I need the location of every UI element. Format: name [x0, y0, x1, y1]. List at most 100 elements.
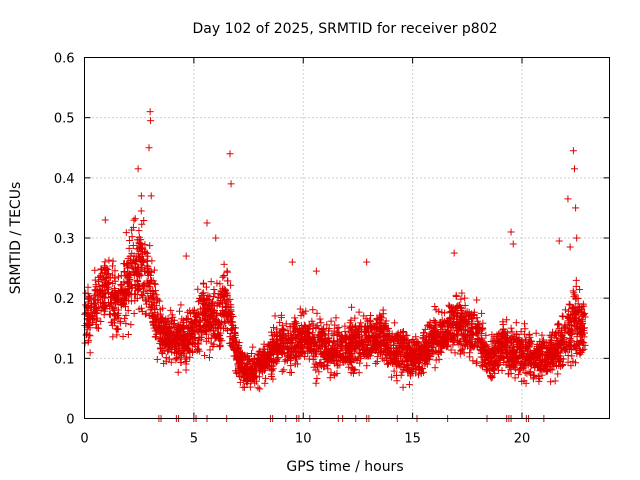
data-point — [286, 368, 294, 376]
data-point — [138, 220, 146, 228]
data-point — [348, 303, 356, 311]
data-point — [185, 347, 193, 355]
data-point — [105, 256, 113, 264]
data-point — [142, 248, 150, 256]
data-point — [566, 243, 574, 251]
data-point — [573, 234, 581, 242]
data-point — [109, 333, 117, 341]
data-point — [363, 362, 371, 370]
data-point — [538, 331, 546, 339]
data-point — [517, 328, 525, 336]
data-point — [174, 368, 182, 376]
data-point — [511, 374, 519, 382]
data-point — [226, 150, 234, 158]
data-point — [431, 303, 439, 311]
y-axis-label: SRMTID / TECUs — [8, 182, 24, 295]
data-point — [313, 374, 321, 382]
data-point — [220, 272, 228, 280]
data-point — [261, 379, 269, 387]
data-point — [522, 379, 530, 387]
data-point — [363, 258, 371, 266]
data-point — [509, 240, 517, 248]
data-point — [97, 265, 105, 273]
data-point — [177, 301, 185, 309]
data-point — [120, 315, 128, 323]
x-tick-label: 0 — [80, 432, 88, 447]
data-point — [355, 308, 363, 316]
data-point — [91, 276, 99, 284]
data-point — [334, 328, 342, 336]
data-point — [561, 306, 569, 314]
data-point — [105, 310, 113, 318]
data-point — [405, 381, 413, 389]
data-point — [167, 306, 175, 314]
data-point — [521, 369, 529, 377]
y-tick-label: 0 — [66, 413, 74, 428]
data-point — [435, 307, 443, 315]
data-point — [399, 383, 407, 391]
data-point — [551, 377, 559, 385]
data-point — [388, 373, 396, 381]
data-point — [182, 252, 190, 260]
data-point — [127, 321, 135, 329]
data-point — [119, 332, 127, 340]
data-point — [572, 276, 580, 284]
data-point — [495, 366, 503, 374]
data-point — [151, 280, 159, 288]
data-point — [309, 306, 317, 314]
data-point — [357, 319, 365, 327]
data-point — [86, 332, 94, 340]
data-point — [256, 385, 264, 393]
data-point — [407, 370, 415, 378]
data-point — [202, 337, 210, 345]
data-point — [172, 344, 180, 352]
data-point — [271, 312, 279, 320]
data-point — [219, 273, 227, 281]
data-point — [291, 314, 299, 322]
data-point — [326, 374, 334, 382]
data-point — [323, 321, 331, 329]
data-point — [313, 309, 321, 317]
data-point — [124, 307, 132, 315]
data-point — [349, 365, 357, 373]
data-point — [555, 237, 563, 245]
chart-title: Day 102 of 2025, SRMTID for receiver p80… — [192, 21, 497, 37]
data-point — [202, 283, 210, 291]
data-point — [220, 260, 228, 268]
data-point — [227, 180, 235, 188]
data-point — [576, 350, 584, 358]
y-tick-label: 0.6 — [54, 52, 75, 67]
data-point — [535, 377, 543, 385]
data-point — [91, 266, 99, 274]
data-point — [431, 364, 439, 372]
y-tick-label: 0.1 — [54, 352, 75, 367]
data-point — [312, 267, 320, 275]
data-point — [330, 372, 338, 380]
y-tick-label: 0.4 — [54, 172, 75, 187]
data-point — [451, 349, 459, 357]
data-point — [450, 249, 458, 257]
data-point — [532, 329, 540, 337]
data-point — [147, 192, 155, 200]
data-point — [554, 321, 562, 329]
data-point — [125, 244, 133, 252]
data-point — [367, 312, 375, 320]
data-point — [254, 384, 262, 392]
data-point — [207, 339, 215, 347]
data-point — [572, 282, 580, 290]
data-point — [216, 342, 224, 350]
data-point — [514, 371, 522, 379]
data-point — [176, 307, 184, 315]
data-point — [312, 379, 320, 387]
data-point — [559, 313, 567, 321]
data-point — [114, 306, 122, 314]
data-point — [555, 320, 563, 328]
data-point — [449, 311, 457, 319]
data-point — [137, 192, 145, 200]
data-point — [297, 312, 305, 320]
data-point — [554, 320, 562, 328]
x-axis-label: GPS time / hours — [286, 459, 403, 475]
data-point — [249, 343, 257, 351]
x-tick-label: 20 — [514, 432, 531, 447]
